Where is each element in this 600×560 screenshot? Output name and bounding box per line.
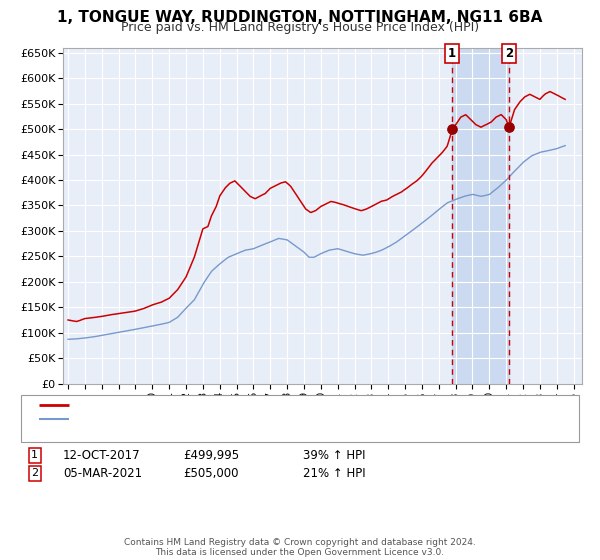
Text: Price paid vs. HM Land Registry's House Price Index (HPI): Price paid vs. HM Land Registry's House … <box>121 21 479 34</box>
Text: 12-OCT-2017: 12-OCT-2017 <box>63 449 140 462</box>
Text: 1: 1 <box>31 450 38 460</box>
Text: £505,000: £505,000 <box>183 466 239 480</box>
Text: 1: 1 <box>448 47 456 60</box>
Text: 39% ↑ HPI: 39% ↑ HPI <box>303 449 365 462</box>
Point <box>447 124 457 133</box>
Text: 1, TONGUE WAY, RUDDINGTON, NOTTINGHAM, NG11 6BA: 1, TONGUE WAY, RUDDINGTON, NOTTINGHAM, N… <box>58 10 542 25</box>
Text: £499,995: £499,995 <box>183 449 239 462</box>
Bar <box>452 48 509 384</box>
Text: 21% ↑ HPI: 21% ↑ HPI <box>303 466 365 480</box>
Text: HPI: Average price, detached house, Rushcliffe: HPI: Average price, detached house, Rush… <box>73 414 334 424</box>
Text: 2: 2 <box>505 47 513 60</box>
Text: 2: 2 <box>31 468 38 478</box>
Point <box>504 122 514 131</box>
Text: 1, TONGUE WAY, RUDDINGTON, NOTTINGHAM, NG11 6BA (detached house): 1, TONGUE WAY, RUDDINGTON, NOTTINGHAM, N… <box>73 400 494 410</box>
Text: This data is licensed under the Open Government Licence v3.0.: This data is licensed under the Open Gov… <box>155 548 445 557</box>
Text: 05-MAR-2021: 05-MAR-2021 <box>63 466 142 480</box>
Text: Contains HM Land Registry data © Crown copyright and database right 2024.: Contains HM Land Registry data © Crown c… <box>124 538 476 547</box>
